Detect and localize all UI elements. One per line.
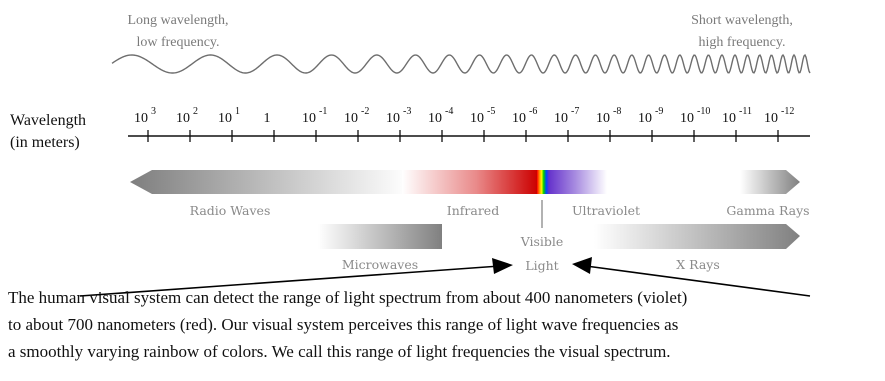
axis-tick-label: 10 [764, 111, 778, 126]
axis-tick-label: 10 [596, 111, 610, 126]
right-pointer-arrow [585, 265, 811, 297]
infrared-band [402, 170, 537, 194]
left-arrowhead [492, 258, 513, 274]
axis-tick-exponent: 3 [151, 106, 156, 117]
x-rays-band [594, 224, 800, 249]
axis-tick-label: 10 [470, 111, 484, 126]
axis-tick-exponent: -9 [655, 106, 663, 117]
axis-tick-label: 10 [176, 111, 190, 126]
axis-tick-label: 10 [134, 111, 148, 126]
x-rays-label: X Rays [676, 257, 720, 272]
high-frequency-label: high frequency. [699, 35, 786, 50]
axis-tick-label: 1 [264, 111, 271, 126]
axis-ticks: 10 3 10 2 10 1 1 10 -1 10 -2 10 -3 10 -4 10 -5 10 -6 10 -7 10… [134, 106, 794, 142]
axis-tick-exponent: -11 [739, 106, 752, 117]
long-wavelength-label: Long wavelength, [127, 13, 228, 28]
axis-tick-exponent: -12 [781, 106, 794, 117]
short-wavelength-label: Short wavelength, [691, 13, 793, 28]
axis-tick-label: 10 [344, 111, 358, 126]
ultraviolet-label: Ultraviolet [572, 203, 640, 218]
caption-line-3: a smoothly varying rainbow of colors. We… [8, 342, 671, 361]
caption-line-1: The human visual system can detect the r… [8, 288, 688, 307]
visible-light-band [537, 170, 549, 194]
axis-tick-exponent: -10 [697, 106, 710, 117]
axis-tick-label: 10 [554, 111, 568, 126]
axis-tick-label: 10 [680, 111, 694, 126]
axis-tick-exponent: 1 [235, 106, 240, 117]
gamma-rays-band [740, 170, 800, 194]
visible-label: Visible [520, 234, 564, 249]
infrared-label: Infrared [447, 203, 499, 218]
axis-tick-label: 10 [386, 111, 400, 126]
axis-tick-label: 10 [428, 111, 442, 126]
left-pointer-arrow [79, 265, 501, 297]
axis-tick-exponent: -2 [361, 106, 369, 117]
low-frequency-label: low frequency. [136, 35, 219, 50]
caption-line-2: to about 700 nanometers (red). Our visua… [8, 315, 679, 334]
axis-tick-exponent: -3 [403, 106, 411, 117]
axis-tick-exponent: 2 [193, 106, 198, 117]
axis-tick-exponent: -6 [529, 106, 537, 117]
axis-tick-label: 10 [638, 111, 652, 126]
axis-tick-label: 10 [302, 111, 316, 126]
radio-waves-band [130, 170, 408, 194]
axis-label-wavelength: Wavelength [10, 112, 86, 129]
axis-label-units: (in meters) [10, 134, 80, 151]
axis-tick-label: 10 [218, 111, 232, 126]
light-label: Light [525, 258, 558, 273]
gamma-rays-label: Gamma Rays [726, 203, 809, 218]
right-arrowhead [572, 257, 592, 274]
wave-line [111, 53, 811, 74]
microwaves-band [318, 224, 442, 249]
ultraviolet-band [549, 170, 607, 194]
caption-paragraph: The human visual system can detect the r… [8, 284, 883, 365]
axis-tick-label: 10 [722, 111, 736, 126]
axis-tick-exponent: -8 [613, 106, 621, 117]
radio-waves-label: Radio Waves [190, 203, 271, 218]
microwaves-label: Microwaves [342, 257, 418, 272]
axis-tick-label: 10 [512, 111, 526, 126]
axis-tick-exponent: -5 [487, 106, 495, 117]
axis-tick-exponent: -7 [571, 106, 579, 117]
axis-tick-exponent: -4 [445, 106, 453, 117]
axis-tick-exponent: -1 [319, 106, 327, 117]
